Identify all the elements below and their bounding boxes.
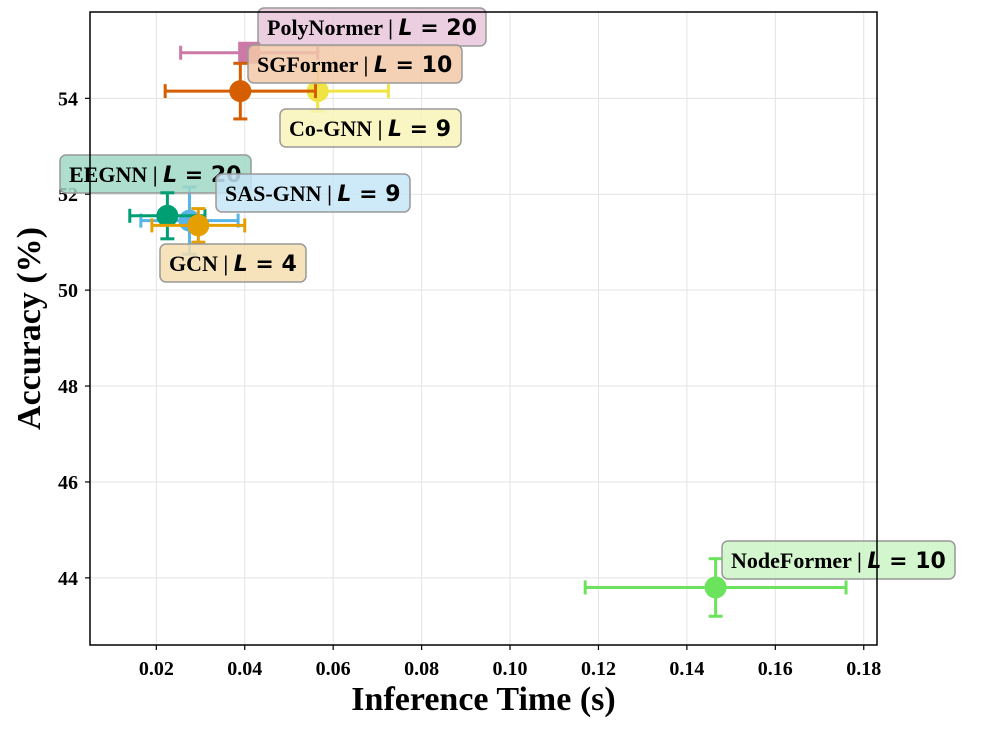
y-tick-label: 48 (58, 376, 78, 398)
x-tick-label: 0.18 (846, 658, 881, 680)
label-box (159, 243, 307, 283)
point-label: SAS-GNN | L = 9 (225, 181, 401, 207)
label-box (215, 173, 411, 213)
x-tick-label: 0.10 (493, 658, 528, 680)
label-sgformer: SGFormer | L = 10 (247, 44, 463, 84)
label-box (247, 44, 463, 84)
y-tick-label: 44 (58, 568, 78, 590)
x-tick-label: 0.08 (404, 658, 439, 680)
y-tick-label: 50 (58, 280, 78, 302)
label-box (279, 108, 462, 148)
point-label: GCN | L = 4 (169, 251, 297, 277)
point-label: EEGNN | L = 20 (69, 162, 242, 188)
label-co-gnn: Co-GNN | L = 9 (279, 108, 462, 148)
point-label: NodeFormer | L = 10 (731, 548, 946, 574)
point-nodeformer (583, 557, 848, 618)
grid (90, 12, 877, 645)
y-axis-title: Accuracy (%) (11, 227, 48, 430)
marker-circle (704, 576, 727, 599)
x-tick-label: 0.16 (758, 658, 793, 680)
x-ticks: 0.02 0.04 0.06 0.08 0.10 0.12 0.14 0.16 0.18 (139, 645, 881, 680)
y-tick-label: 46 (58, 472, 78, 494)
x-tick-label: 0.02 (139, 658, 174, 680)
point-sgformer (163, 61, 317, 121)
label-polynormer: PolyNormer | L = 20 (257, 7, 487, 47)
point-eegnn (128, 191, 207, 241)
marker-circle (229, 80, 252, 103)
label-eegnn: EEGNN | L = 20 (59, 154, 252, 194)
point-label: Co-GNN | L = 9 (289, 116, 451, 142)
x-tick-label: 0.14 (669, 658, 704, 680)
y-tick-label: 54 (58, 88, 78, 110)
marker-circle (306, 80, 329, 103)
x-tick-label: 0.04 (227, 658, 262, 680)
point-label: PolyNormer | L = 20 (267, 15, 477, 41)
point-label: SGFormer | L = 10 (257, 52, 452, 78)
marker-circle (187, 214, 210, 237)
x-tick-label: 0.06 (316, 658, 351, 680)
label-gcn: GCN | L = 4 (159, 243, 307, 283)
point-gcn (150, 207, 247, 244)
plot-frame (89, 11, 878, 646)
label-nodeformer: NodeFormer | L = 10 (721, 540, 956, 580)
data-points: PolyNormer | L = 20 SGFormer | L = 10 Co-G… (59, 7, 956, 618)
x-tick-label: 0.12 (581, 658, 616, 680)
marker-circle (156, 204, 179, 227)
label-sas-gnn: SAS-GNN | L = 9 (215, 173, 411, 213)
x-axis-title: Inference Time (s) (351, 681, 615, 718)
label-box (721, 540, 956, 580)
